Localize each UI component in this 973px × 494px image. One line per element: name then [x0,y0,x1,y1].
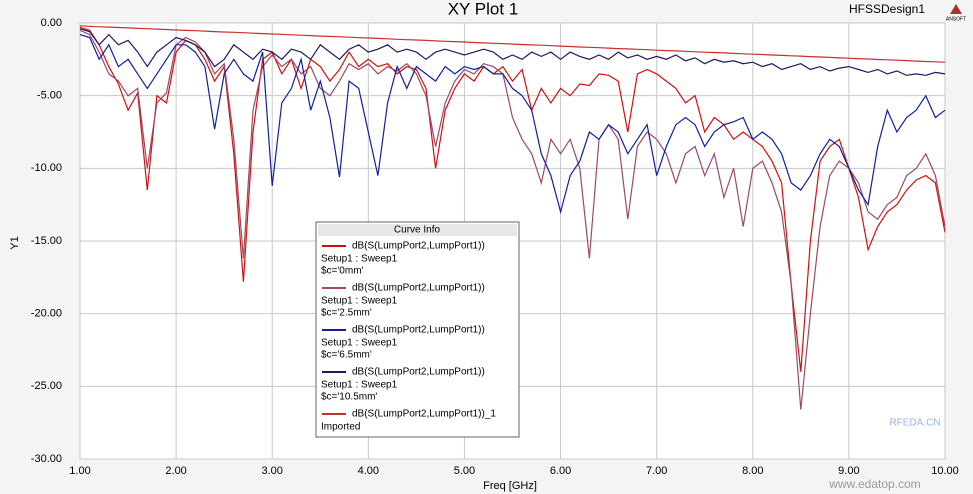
legend-setup: Setup1 : Sweep1 [321,338,398,349]
legend-setup: Imported [321,422,360,433]
watermark: www.edatop.com [828,477,920,491]
legend-variation: $c='10.5mm' [321,392,377,403]
logo-icon [950,4,962,14]
watermark: RFEDA.CN [889,418,940,429]
legend-label: dB(S(LumpPort2,LumpPort1)) [352,241,485,252]
legend-header [318,224,517,236]
legend-variation: $c='6.5mm' [321,350,372,361]
legend-label: dB(S(LumpPort2,LumpPort1)) [352,283,485,294]
x-tick-label: 9.00 [838,465,859,477]
legend-label: dB(S(LumpPort2,LumpPort1)) [352,325,485,336]
y-axis-label: Y1 [9,236,21,249]
legend-title: Curve Info [394,225,441,236]
x-tick-label: 7.00 [646,465,667,477]
legend-label: dB(S(LumpPort2,LumpPort1))_1 [352,409,496,420]
series-line [79,25,946,63]
y-tick-label: -30.00 [31,453,62,465]
legend-setup: Setup1 : Sweep1 [321,254,398,265]
y-tick-label: 0.00 [41,17,62,29]
series-line [79,29,946,410]
legend-label: dB(S(LumpPort2,LumpPort1)) [352,367,485,378]
y-tick-label: -25.00 [31,380,62,392]
legend-setup: Setup1 : Sweep1 [321,380,398,391]
legend-variation: $c='2.5mm' [321,308,372,319]
legend-variation: $c='0mm' [321,266,364,277]
x-tick-label: 1.00 [69,465,90,477]
series-line [79,28,946,76]
y-tick-label: -10.00 [31,162,62,174]
x-axis-label: Freq [GHz] [483,480,537,492]
legend-setup: Setup1 : Sweep1 [321,296,398,307]
legend-box [315,221,520,438]
x-tick-label: 3.00 [262,465,283,477]
y-tick-label: -20.00 [31,308,62,320]
chart-title: XY Plot 1 [448,0,519,18]
x-tick-label: 4.00 [358,465,379,477]
logo-text: ANSOFT [946,16,966,22]
x-tick-label: 5.00 [454,465,475,477]
y-tick-label: -15.00 [31,235,62,247]
series-line [79,34,946,215]
x-tick-label: 8.00 [742,465,763,477]
x-tick-label: 2.00 [165,465,186,477]
design-name: HFSSDesign1 [849,2,925,16]
x-tick-label: 6.00 [550,465,571,477]
x-tick-label: 10.00 [931,465,959,477]
y-tick-label: -5.00 [37,90,62,102]
